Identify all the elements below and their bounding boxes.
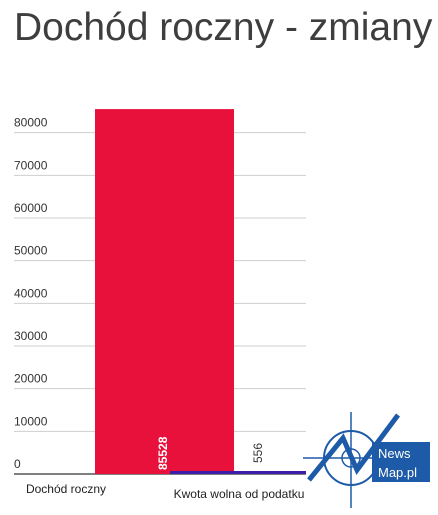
- y-tick-label: 40000: [14, 286, 48, 300]
- y-tick-label: 20000: [14, 372, 48, 386]
- y-tick-label: 80000: [14, 116, 48, 130]
- y-tick-label: 0: [14, 457, 21, 471]
- x-category-label: Kwota wolna od podatku: [174, 487, 305, 501]
- newsmap-logo-box: News Map.pl: [372, 442, 430, 482]
- data-labels: 85528 556: [156, 436, 265, 470]
- chart-title: Dochód roczny - zmiany: [14, 6, 433, 49]
- data-label: 85528: [156, 436, 170, 470]
- y-tick-label: 50000: [14, 244, 48, 258]
- bar: [95, 109, 234, 474]
- y-tick-label: 10000: [14, 414, 48, 428]
- logo-line2: Map.pl: [378, 465, 418, 480]
- newsmap-logo: News Map.pl: [303, 410, 433, 510]
- y-axis-ticks: 0 10000 20000 30000 40000 50000 60000 70000 8000…: [14, 116, 48, 471]
- bars: [95, 109, 306, 474]
- y-tick-label: 30000: [14, 329, 48, 343]
- data-label: 556: [251, 443, 265, 463]
- y-tick-label: 60000: [14, 201, 48, 215]
- y-tick-label: 70000: [14, 158, 48, 172]
- x-axis-categories: Dochód roczny Kwota wolna od podatku: [26, 482, 304, 501]
- logo-line1: News: [378, 446, 411, 461]
- bar: [170, 471, 306, 474]
- x-category-label: Dochód roczny: [26, 482, 106, 496]
